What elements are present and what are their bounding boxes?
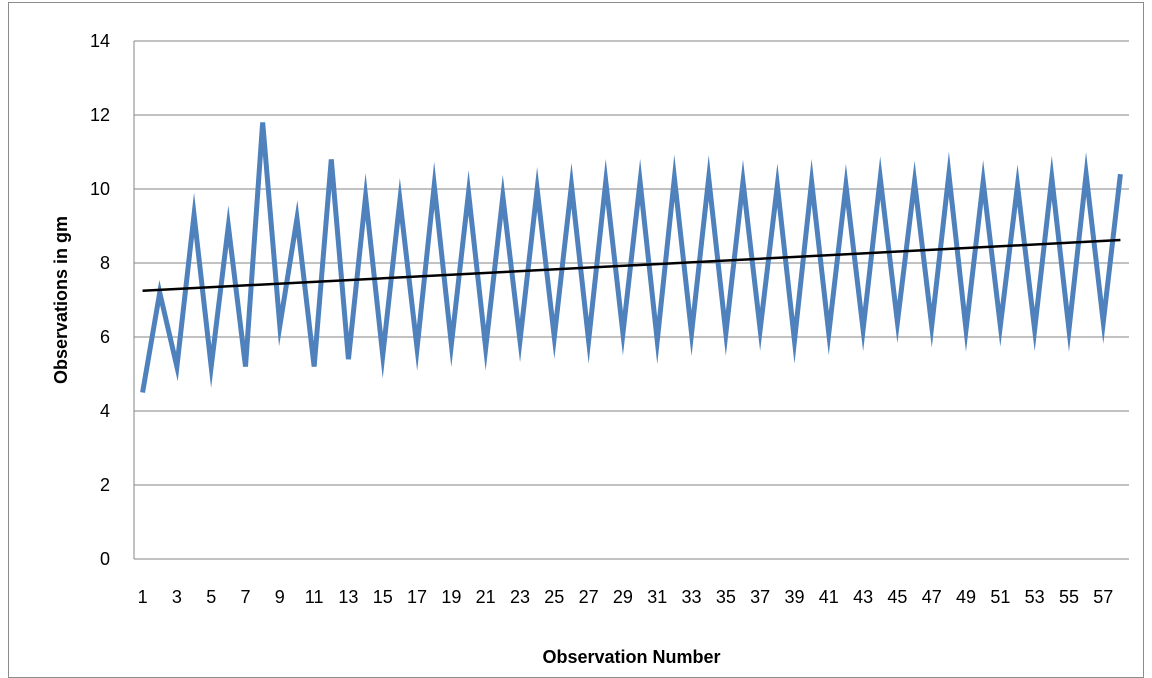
x-tick-label: 17 [407, 587, 427, 607]
series-line-1 [140, 122, 1123, 393]
x-tick-label: 27 [579, 587, 599, 607]
x-tick-label: 49 [956, 587, 976, 607]
trendline-layer [142, 238, 1121, 292]
x-tick-label: 25 [544, 587, 564, 607]
y-axis-title: Observations in gm [51, 216, 71, 384]
x-tick-label: 35 [716, 587, 736, 607]
x-tick-label: 45 [887, 587, 907, 607]
x-tick-label: 9 [275, 587, 285, 607]
x-tick-label: 55 [1059, 587, 1079, 607]
series-layer [140, 122, 1123, 393]
x-tick-label: 57 [1093, 587, 1113, 607]
x-axis-title: Observation Number [542, 647, 720, 667]
x-tick-label: 21 [476, 587, 496, 607]
trendline [142, 238, 1121, 292]
x-tick-label: 33 [682, 587, 702, 607]
x-tick-label: 5 [206, 587, 216, 607]
y-tick-label: 4 [100, 401, 110, 421]
x-tick-label: 3 [172, 587, 182, 607]
x-tick-label: 51 [990, 587, 1010, 607]
x-tick-label: 47 [922, 587, 942, 607]
x-tick-label: 29 [613, 587, 633, 607]
y-tick-label: 2 [100, 475, 110, 495]
y-tick-label: 14 [90, 31, 110, 51]
x-tick-label: 53 [1025, 587, 1045, 607]
y-tick-label: 0 [100, 549, 110, 569]
x-tick-label: 11 [305, 587, 324, 607]
x-tick-label: 7 [241, 587, 251, 607]
x-axis-ticks: 1 3 5 7 9 11 13 15 17 19 21 23 25 27 29 31 33 35 37 39 41 43 4… [138, 587, 1114, 607]
x-tick-label: 15 [373, 587, 393, 607]
x-tick-label: 23 [510, 587, 530, 607]
x-tick-label: 37 [750, 587, 770, 607]
y-tick-label: 6 [100, 327, 110, 347]
y-axis-ticks: 0 2 4 6 8 10 12 14 [90, 31, 110, 569]
y-tick-label: 8 [100, 253, 110, 273]
x-tick-label: 13 [338, 587, 358, 607]
y-tick-label: 10 [90, 179, 110, 199]
x-tick-label: 41 [819, 587, 839, 607]
x-tick-label: 31 [647, 587, 667, 607]
chart-frame: 0 2 4 6 8 10 12 14 1 3 5 7 9 11 13 15 17 19 21 23 25 27 29 31 3… [8, 2, 1144, 678]
x-tick-label: 19 [441, 587, 461, 607]
x-tick-label: 39 [784, 587, 804, 607]
y-tick-label: 12 [90, 105, 110, 125]
x-tick-label: 43 [853, 587, 873, 607]
x-tick-label: 1 [138, 587, 148, 607]
